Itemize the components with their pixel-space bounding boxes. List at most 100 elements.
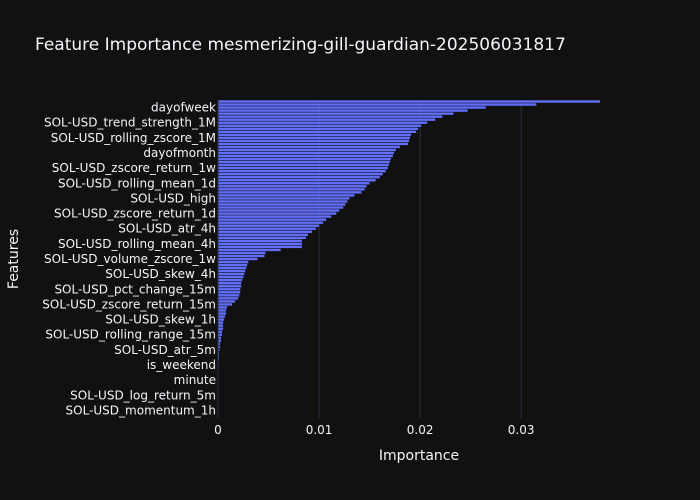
bar-59 bbox=[218, 278, 243, 282]
bar-16 bbox=[218, 148, 396, 152]
bar-48 bbox=[218, 245, 302, 249]
bar-67 bbox=[218, 303, 233, 306]
y-tick-label-2: SOL-USD_rolling_zscore_1M bbox=[51, 131, 216, 145]
bar-35 bbox=[218, 206, 344, 209]
bar-36 bbox=[218, 209, 340, 212]
bar-61 bbox=[218, 285, 242, 288]
y-tick-label-5: SOL-USD_rolling_mean_1d bbox=[58, 176, 216, 190]
bar-13 bbox=[218, 139, 409, 143]
bar-34 bbox=[218, 203, 346, 206]
bar-11 bbox=[218, 133, 412, 137]
bar-84 bbox=[218, 354, 220, 358]
bar-52 bbox=[218, 257, 258, 261]
bar-39 bbox=[218, 218, 327, 221]
bar-27 bbox=[218, 182, 370, 185]
bar-43 bbox=[218, 230, 312, 233]
bar-1 bbox=[218, 103, 537, 106]
bar-81 bbox=[218, 345, 221, 349]
bar-80 bbox=[218, 342, 221, 346]
bar-37 bbox=[218, 212, 337, 215]
y-tick-label-16: SOL-USD_atr_5m bbox=[114, 343, 216, 357]
bar-62 bbox=[218, 288, 241, 291]
bar-44 bbox=[218, 233, 308, 236]
x-tick-label-3: 0.03 bbox=[508, 423, 535, 437]
bar-57 bbox=[218, 272, 245, 276]
bar-50 bbox=[218, 251, 266, 255]
bar-0 bbox=[218, 100, 600, 103]
bar-14 bbox=[218, 142, 408, 146]
bar-73 bbox=[218, 321, 224, 324]
x-tick-labels: 0 0.01 0.02 0.03 bbox=[214, 423, 534, 437]
bar-60 bbox=[218, 282, 242, 285]
y-tick-label-0: dayofweek bbox=[151, 101, 216, 115]
y-tick-label-7: SOL-USD_zscore_return_1d bbox=[54, 207, 216, 221]
y-axis-title: Features bbox=[6, 229, 22, 289]
y-tick-label-3: dayofmonth bbox=[143, 146, 216, 160]
bar-45 bbox=[218, 236, 306, 240]
bar-12 bbox=[218, 136, 411, 140]
bar-33 bbox=[218, 200, 348, 203]
bar-71 bbox=[218, 315, 226, 318]
bar-77 bbox=[218, 333, 223, 336]
bar-5 bbox=[218, 115, 443, 118]
x-tick-label-0: 0 bbox=[214, 423, 222, 437]
bar-54 bbox=[218, 263, 248, 267]
bar-6 bbox=[218, 118, 436, 121]
bar-22 bbox=[218, 166, 388, 170]
bar-79 bbox=[218, 339, 222, 342]
bar-25 bbox=[218, 176, 380, 179]
bar-30 bbox=[218, 191, 362, 194]
bar-56 bbox=[218, 269, 246, 273]
bars bbox=[217, 100, 600, 418]
bar-23 bbox=[218, 169, 386, 173]
bar-31 bbox=[218, 194, 355, 197]
bar-47 bbox=[218, 242, 302, 246]
y-tick-label-11: SOL-USD_skew_4h bbox=[105, 267, 216, 281]
bar-58 bbox=[218, 275, 244, 279]
bar-55 bbox=[218, 266, 247, 270]
y-tick-label-12: SOL-USD_pct_change_15m bbox=[54, 282, 216, 296]
bar-28 bbox=[218, 185, 367, 188]
bar-42 bbox=[218, 227, 317, 230]
bar-75 bbox=[218, 327, 224, 330]
bar-72 bbox=[218, 318, 225, 321]
bar-2 bbox=[218, 106, 486, 109]
x-axis-title: Importance bbox=[379, 448, 459, 464]
bar-82 bbox=[218, 348, 220, 352]
bar-15 bbox=[218, 145, 400, 149]
bar-66 bbox=[218, 300, 236, 303]
bar-38 bbox=[218, 215, 332, 218]
y-tick-label-9: SOL-USD_rolling_mean_4h bbox=[58, 237, 216, 251]
bar-68 bbox=[218, 306, 228, 309]
y-tick-label-4: SOL-USD_zscore_return_1w bbox=[52, 161, 216, 175]
bar-26 bbox=[218, 179, 376, 182]
bar-64 bbox=[218, 294, 240, 297]
y-tick-label-20: SOL-USD_momentum_1h bbox=[66, 403, 216, 417]
bar-49 bbox=[218, 248, 281, 252]
y-tick-label-19: SOL-USD_log_return_5m bbox=[70, 388, 216, 402]
x-tick-label-1: 0.01 bbox=[306, 423, 333, 437]
y-tick-label-14: SOL-USD_skew_1h bbox=[105, 313, 216, 327]
bar-46 bbox=[218, 239, 302, 243]
bar-17 bbox=[218, 151, 394, 155]
bar-51 bbox=[218, 254, 265, 258]
y-tick-labels: dayofweekSOL-USD_trend_strength_1MSOL-US… bbox=[42, 101, 216, 418]
bar-29 bbox=[218, 188, 365, 191]
bar-3 bbox=[218, 109, 468, 112]
y-tick-label-13: SOL-USD_zscore_return_15m bbox=[42, 297, 216, 311]
bar-20 bbox=[218, 160, 390, 164]
bar-21 bbox=[218, 163, 389, 167]
bar-24 bbox=[218, 172, 383, 176]
chart-title: Feature Importance mesmerizing-gill-guar… bbox=[35, 35, 566, 55]
bar-4 bbox=[218, 112, 454, 115]
y-tick-label-18: minute bbox=[174, 373, 216, 387]
bar-63 bbox=[218, 291, 241, 294]
y-tick-label-1: SOL-USD_trend_strength_1M bbox=[44, 116, 216, 130]
bar-41 bbox=[218, 224, 320, 227]
bar-18 bbox=[218, 154, 393, 158]
bar-69 bbox=[218, 309, 227, 312]
y-tick-label-6: SOL-USD_high bbox=[130, 191, 216, 205]
bar-83 bbox=[218, 351, 220, 355]
